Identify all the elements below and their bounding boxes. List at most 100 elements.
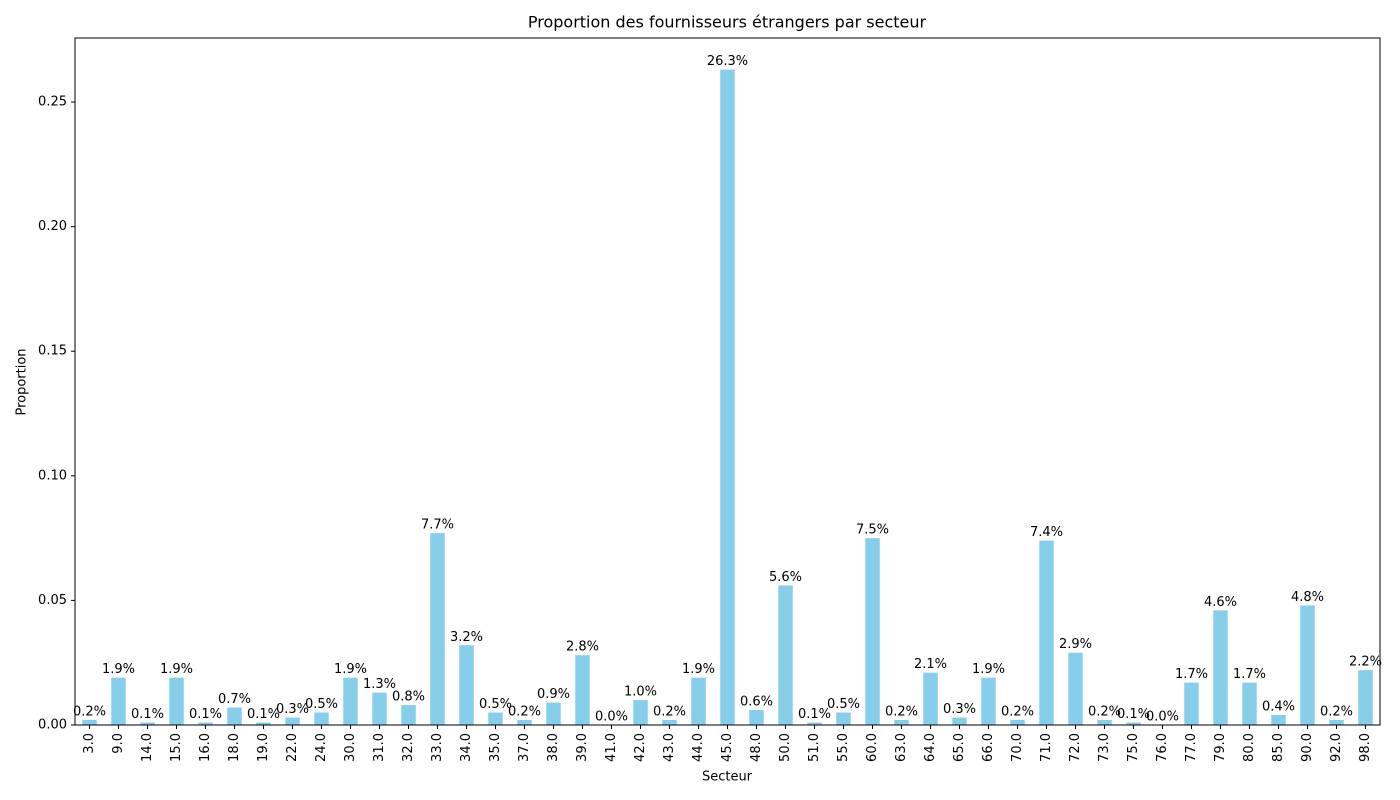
bar [1358,670,1373,725]
value-label: 0.7% [218,692,251,707]
value-label: 0.4% [1262,700,1295,715]
value-label: 0.8% [392,690,425,705]
x-tick-label: 38.0 [546,733,561,762]
bar [256,722,271,725]
bar [575,655,590,725]
value-label: 2.8% [566,640,599,655]
x-tick-label: 80.0 [1242,733,1257,762]
bar [227,707,242,725]
bar [1300,605,1315,725]
x-tick-label: 71.0 [1039,733,1054,762]
value-label: 7.4% [1030,525,1063,540]
value-label: 1.9% [334,662,367,677]
y-tick-label: 0.00 [38,718,67,733]
bar [459,645,474,725]
value-label: 4.6% [1204,595,1237,610]
bar [1213,610,1228,725]
x-tick-label: 24.0 [314,733,329,762]
value-label: 0.2% [1320,705,1353,720]
x-tick-label: 30.0 [343,733,358,762]
value-label: 0.0% [595,710,628,725]
bar [401,705,416,725]
value-label: 7.5% [856,523,889,538]
x-tick-label: 45.0 [720,733,735,762]
value-label: 0.1% [189,707,222,722]
x-tick-label: 65.0 [952,733,967,762]
x-tick-label: 3.0 [82,733,97,754]
x-tick-label: 50.0 [778,733,793,762]
value-label: 0.2% [1001,705,1034,720]
bar [1097,720,1112,725]
value-label: 0.0% [1146,710,1179,725]
y-axis-label: Proportion [15,348,30,415]
value-label: 0.2% [73,705,106,720]
x-tick-label: 72.0 [1068,733,1083,762]
bar [836,712,851,725]
value-label: 0.1% [131,707,164,722]
y-tick-label: 0.10 [38,468,67,483]
value-label: 0.1% [798,707,831,722]
bar [372,692,387,725]
value-label: 2.1% [914,657,947,672]
x-tick-label: 76.0 [1155,733,1170,762]
bar [1126,722,1141,725]
value-label: 2.9% [1059,637,1092,652]
value-label: 5.6% [769,570,802,585]
bar [865,538,880,725]
value-label: 0.5% [827,697,860,712]
value-label: 1.9% [102,662,135,677]
bar [285,717,300,725]
bar [691,677,706,725]
x-tick-label: 15.0 [169,733,184,762]
x-tick-label: 63.0 [894,733,909,762]
bar [198,722,213,725]
bar [111,677,126,725]
x-tick-label: 22.0 [285,733,300,762]
value-label: 2.2% [1349,655,1382,670]
bar [430,533,445,725]
value-label: 0.1% [247,707,280,722]
x-tick-label: 85.0 [1271,733,1286,762]
x-tick-label: 41.0 [604,733,619,762]
x-tick-label: 55.0 [836,733,851,762]
bar [1039,540,1054,725]
bar [952,717,967,725]
value-label: 1.7% [1175,667,1208,682]
value-label: 0.2% [1088,705,1121,720]
x-tick-label: 51.0 [807,733,822,762]
bar [140,722,155,725]
bar [82,720,97,725]
bar [1271,715,1286,725]
y-tick-label: 0.15 [38,344,67,359]
x-tick-label: 60.0 [865,733,880,762]
x-tick-label: 34.0 [459,733,474,762]
value-label: 26.3% [707,54,748,69]
bar [1184,682,1199,725]
bar [778,585,793,725]
x-tick-label: 37.0 [517,733,532,762]
bar [169,677,184,725]
x-tick-label: 14.0 [140,733,155,762]
bar [546,702,561,725]
x-tick-label: 44.0 [691,733,706,762]
x-tick-label: 77.0 [1184,733,1199,762]
x-tick-label: 90.0 [1300,733,1315,762]
x-tick-label: 39.0 [575,733,590,762]
value-label: 1.0% [624,685,657,700]
value-label: 0.5% [479,697,512,712]
x-tick-label: 79.0 [1213,733,1228,762]
value-label: 0.9% [537,687,570,702]
value-label: 0.3% [943,702,976,717]
bar [314,712,329,725]
bar [1010,720,1025,725]
bar [749,710,764,725]
bar [807,722,822,725]
x-tick-label: 75.0 [1126,733,1141,762]
x-tick-label: 70.0 [1010,733,1025,762]
bar [1242,682,1257,725]
bar [923,672,938,725]
value-label: 0.5% [305,697,338,712]
x-tick-label: 66.0 [981,733,996,762]
